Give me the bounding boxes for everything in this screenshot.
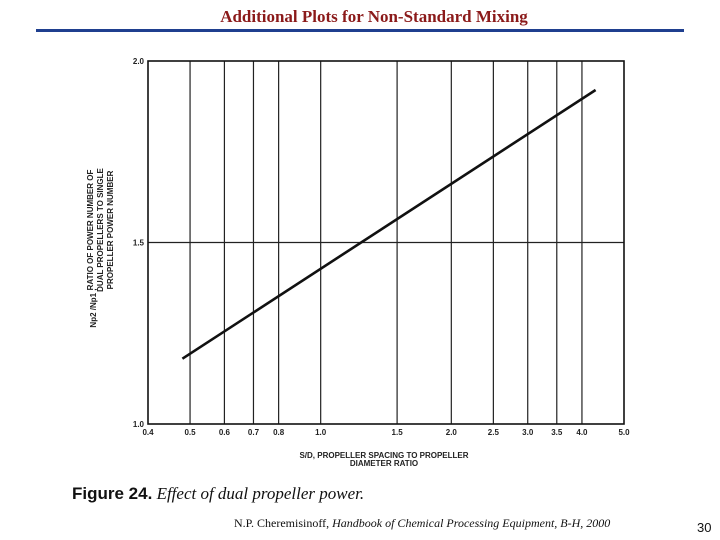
- y-axis-label-line2: DUAL PROPELLERS TO SINGLE: [96, 167, 105, 291]
- citation: N.P. Cheremisinoff, Handbook of Chemical…: [234, 516, 610, 531]
- x-tick-labels: 0.4 0.5 0.6 0.7 0.8 1.0 1.5 2.0 2.5 3.0 3.5 4.0 5.0: [142, 428, 630, 437]
- y-tick-label: 1.5: [133, 239, 145, 248]
- y-tick-labels: 1.0 1.5 2.0: [133, 57, 145, 429]
- slide-title: Additional Plots for Non-Standard Mixing: [220, 7, 528, 26]
- x-tick-label: 4.0: [576, 428, 588, 437]
- figure-caption-text: Effect of dual propeller power.: [156, 484, 365, 503]
- title-rule: [36, 29, 684, 32]
- plot-frame: [147, 60, 625, 425]
- citation-author: N.P. Cheremisinoff,: [234, 516, 330, 530]
- x-tick-label: 0.7: [248, 428, 260, 437]
- series-lines: [181, 88, 597, 360]
- figure-number: Figure 24.: [72, 484, 153, 503]
- y-axis-label-line1: RATIO OF POWER NUMBER OF: [86, 170, 95, 291]
- x-axis-label-line1: S/D, PROPELLER SPACING TO PROPELLER: [299, 451, 468, 460]
- y-tick-label: 2.0: [133, 57, 145, 66]
- x-tick-label: 5.0: [618, 428, 630, 437]
- x-tick-label: 3.5: [551, 428, 563, 437]
- y-axis-label-line3: PROPELLER POWER NUMBER: [106, 170, 115, 289]
- x-tick-label: 0.8: [273, 428, 285, 437]
- figure-caption: Figure 24. Effect of dual propeller powe…: [72, 484, 364, 504]
- x-tick-label: 2.5: [488, 428, 500, 437]
- page-number: 30: [697, 520, 712, 535]
- citation-work: Handbook of Chemical Processing Equipmen…: [332, 516, 611, 530]
- series-line: [181, 88, 597, 360]
- y-axis-symbol: Np2 /Np1 ,: [89, 288, 98, 327]
- x-tick-label: 0.4: [142, 428, 154, 437]
- x-tick-label: 0.5: [184, 428, 196, 437]
- x-tick-label: 1.5: [392, 428, 404, 437]
- y-tick-label: 1.0: [133, 420, 145, 429]
- x-tick-label: 3.0: [522, 428, 534, 437]
- x-tick-label: 0.6: [219, 428, 231, 437]
- x-tick-label: 1.0: [315, 428, 327, 437]
- x-axis-label-line2: DIAMETER RATIO: [350, 459, 418, 468]
- x-tick-label: 2.0: [446, 428, 458, 437]
